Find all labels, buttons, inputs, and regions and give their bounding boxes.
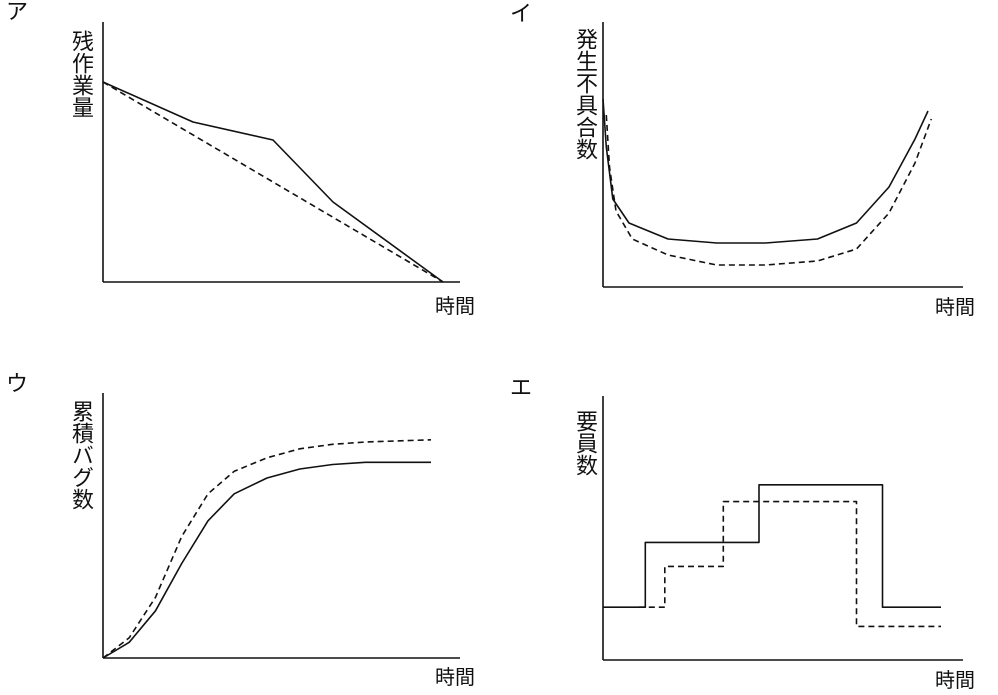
series-line-dashed-i	[605, 114, 933, 266]
x-axis-label-time-i: 時間	[935, 295, 975, 319]
series-line-solid-i	[602, 98, 929, 244]
series-line-dashed-e	[638, 500, 941, 628]
y-axis-label-defects: 発生不具合数	[572, 28, 597, 160]
x-axis-label-time-u: 時間	[435, 665, 475, 689]
panel-label-a: ア	[6, 0, 29, 25]
y-axis-label-staff: 要員数	[572, 410, 597, 476]
series-line-solid-e	[603, 483, 941, 609]
x-axis-label-time-e: 時間	[935, 668, 975, 692]
y-axis-label-cumulative-bugs: 累積バグ数	[68, 400, 93, 510]
panel-label-e: エ	[510, 376, 533, 401]
y-axis-label-remaining-work: 残作業量	[68, 30, 93, 118]
series-line-solid-u	[102, 461, 431, 659]
series-line-solid-a	[102, 81, 444, 283]
series-line-dashed-a	[102, 81, 444, 283]
series-line-dashed-u	[102, 439, 432, 659]
panel-label-i: イ	[510, 2, 533, 27]
panel-label-u: ウ	[6, 372, 29, 397]
x-axis-label-time-a: 時間	[435, 294, 475, 318]
